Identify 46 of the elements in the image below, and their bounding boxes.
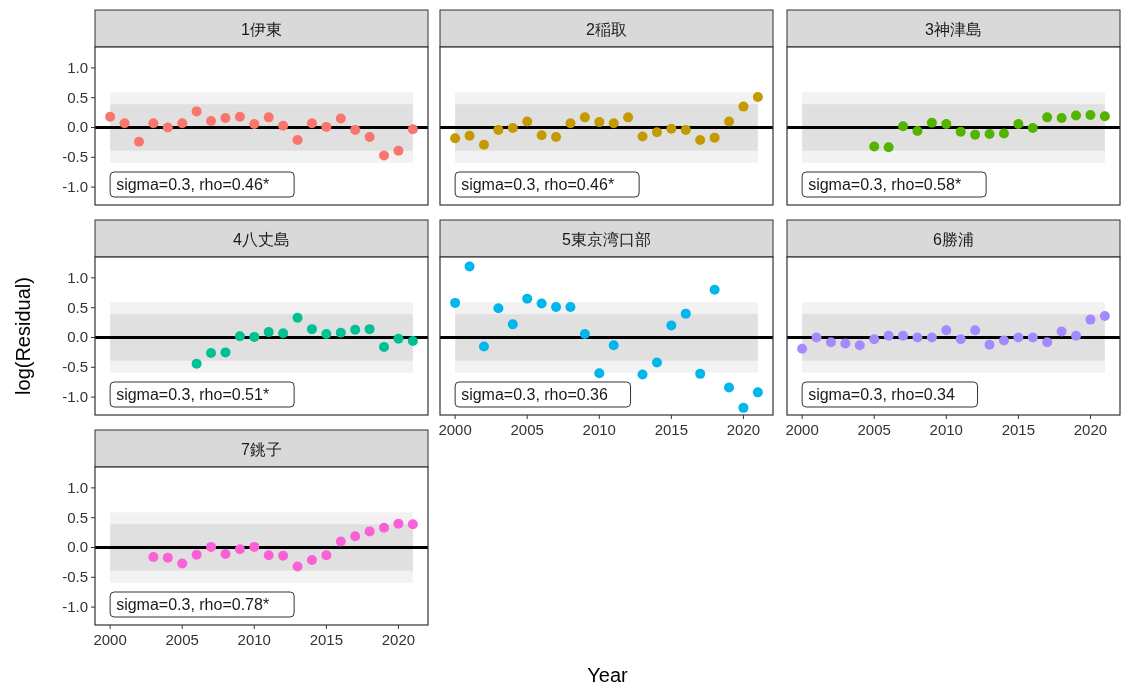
annotation: sigma=0.3, rho=0.34: [808, 386, 955, 403]
x-tick-label: 2010: [237, 631, 271, 648]
y-tick-label: -1.0: [62, 388, 88, 406]
y-tick-label: 0.5: [67, 88, 88, 106]
y-tick-label: -1.0: [62, 598, 88, 616]
x-tick-label: 2020: [381, 631, 416, 648]
y-tick-label: -0.5: [62, 358, 88, 376]
x-tick-label: 2000: [785, 421, 819, 438]
x-tick-label: 2015: [654, 421, 689, 438]
x-tick-label: 2010: [582, 421, 616, 438]
y-tick-label: 1.0: [67, 268, 88, 286]
x-tick-label: 2000: [438, 421, 472, 438]
y-axis-title: log(Residual): [12, 277, 34, 395]
chart-title: 1伊東: [241, 20, 282, 38]
x-tick-label: 2015: [309, 631, 344, 648]
chart-title: 6勝浦: [933, 230, 974, 248]
x-tick-label: 2015: [1001, 421, 1036, 438]
x-tick-label: 2005: [165, 631, 199, 648]
annotation: sigma=0.3, rho=0.36: [461, 386, 608, 403]
x-tick-label: 2005: [510, 421, 544, 438]
x-tick-label: 2010: [929, 421, 963, 438]
y-tick-label: -0.5: [62, 568, 88, 586]
y-tick-label: 0.5: [67, 298, 88, 316]
y-tick-label: 1.0: [67, 58, 88, 76]
y-tick-label: 0.5: [67, 508, 88, 526]
y-tick-label: 1.0: [67, 478, 88, 496]
y-tick-label: -0.5: [62, 148, 88, 166]
chart-title: 4八丈島: [233, 230, 290, 248]
annotation: sigma=0.3, rho=0.51*: [116, 386, 270, 403]
annotation: sigma=0.3, rho=0.78*: [116, 596, 270, 613]
annotation: sigma=0.3, rho=0.46*: [461, 176, 615, 193]
y-tick-label: -1.0: [62, 178, 88, 196]
x-tick-label: 2020: [726, 421, 761, 438]
y-tick-label: 0.0: [67, 328, 88, 346]
y-tick-label: 0.0: [67, 538, 88, 556]
annotation: sigma=0.3, rho=0.46*: [116, 176, 270, 193]
chart-title: 2稲取: [586, 20, 627, 38]
chart-title: 5東京湾口部: [562, 230, 651, 248]
y-tick-label: 0.0: [67, 118, 88, 136]
chart-title: 3神津島: [925, 20, 982, 38]
annotation: sigma=0.3, rho=0.58*: [808, 176, 962, 193]
x-tick-label: 2020: [1073, 421, 1108, 438]
x-tick-label: 2005: [857, 421, 891, 438]
x-axis-title: Year: [587, 664, 629, 686]
x-tick-label: 2000: [93, 631, 127, 648]
chart-title: 7銚子: [241, 440, 282, 458]
